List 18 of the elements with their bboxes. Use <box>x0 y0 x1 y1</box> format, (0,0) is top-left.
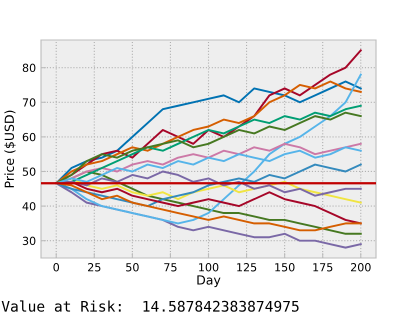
y-tick-label: 80 <box>22 64 36 72</box>
x-tick-label: 125 <box>237 263 256 272</box>
x-tick-label: 0 <box>53 263 60 272</box>
x-tick-label: 50 <box>126 263 139 272</box>
y-tick-label: 30 <box>22 236 36 246</box>
x-tick-label: 150 <box>275 263 294 272</box>
y-tick-label: 70 <box>22 98 36 107</box>
x-tick-label: 200 <box>350 263 371 272</box>
y-tick-label: 60 <box>22 132 36 142</box>
y-axis-title: Price ($USD) <box>4 110 16 188</box>
y-tick-label: 40 <box>22 202 36 210</box>
y-tick-label: 50 <box>22 167 36 176</box>
text: Value at Risk: 14.587842383874975 <box>2 300 299 312</box>
x-tick-label: 100 <box>199 263 218 272</box>
x-tick-label: 75 <box>164 263 177 272</box>
x-tick-label: 175 <box>313 263 332 272</box>
x-tick-label: 25 <box>88 263 100 272</box>
x-axis-title: Day <box>197 275 220 288</box>
